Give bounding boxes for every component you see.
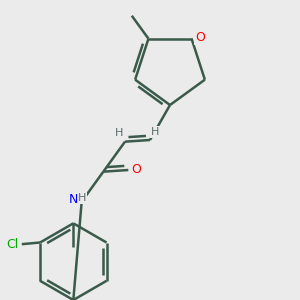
Text: H: H	[151, 127, 159, 137]
Text: N: N	[69, 194, 78, 206]
Text: H: H	[77, 193, 86, 203]
Text: H: H	[115, 128, 123, 138]
Text: Cl: Cl	[6, 238, 19, 251]
Text: O: O	[195, 31, 205, 44]
Text: O: O	[132, 164, 142, 176]
